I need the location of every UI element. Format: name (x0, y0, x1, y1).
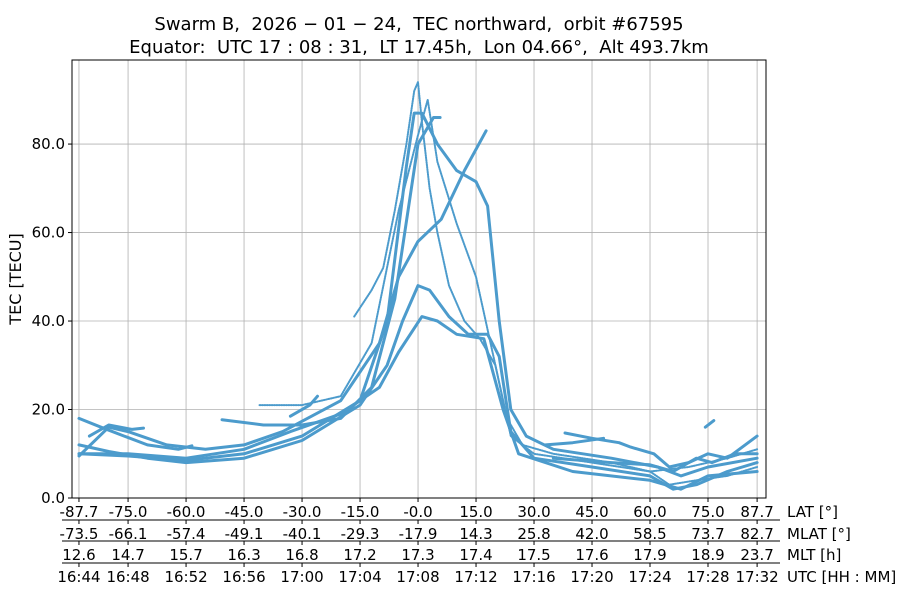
x-tick-label: 14.3 (459, 525, 492, 543)
data-track-3 (77, 315, 759, 491)
x-tick-label: -29.3 (341, 525, 380, 543)
x-tick-label: 58.5 (633, 525, 666, 543)
x-tick-label: -0.0 (403, 503, 432, 521)
x-tick-label: 17.3 (401, 546, 434, 564)
y-tick-label: 20.0 (32, 401, 65, 419)
data-track-13 (703, 419, 716, 429)
x-tick-label: -87.7 (60, 503, 99, 521)
x-tick-label: 18.9 (691, 546, 724, 564)
y-tick-label: 60.0 (32, 224, 65, 242)
data-track-0 (77, 111, 759, 478)
data-track-7 (77, 416, 194, 451)
data-track-5 (258, 98, 759, 473)
data-track-1 (353, 81, 759, 486)
data-track-11 (544, 436, 606, 447)
x-tick-label: -40.1 (283, 525, 322, 543)
x-tick-label: 17:32 (735, 568, 778, 586)
x-tick-label: 16:52 (164, 568, 207, 586)
x-tick-label: -75.0 (109, 503, 148, 521)
x-tick-label: 16:44 (57, 568, 100, 586)
x-tick-label: 23.7 (740, 546, 773, 564)
x-tick-label: 16:56 (222, 568, 265, 586)
x-tick-label: -49.1 (225, 525, 264, 543)
x-tick-label: 16:48 (106, 568, 149, 586)
x-axis-label: MLT [h] (787, 546, 841, 564)
y-axis-label: TEC [TECU] (6, 233, 25, 325)
data-track-12 (551, 452, 759, 473)
x-tick-label: 12.6 (62, 546, 95, 564)
chart-subtitle: Equator: UTC 17 : 08 : 31, LT 17.45h, Lo… (129, 37, 709, 58)
x-tick-label: 17.5 (517, 546, 550, 564)
x-tick-label: 17:08 (396, 568, 439, 586)
x-tick-label: 17:12 (454, 568, 497, 586)
x-tick-label: -30.0 (283, 503, 322, 521)
x-tick-label: 30.0 (517, 503, 550, 521)
x-tick-label: 45.0 (575, 503, 608, 521)
x-tick-label: 73.7 (691, 525, 724, 543)
x-tick-label: 15.0 (459, 503, 492, 521)
data-track-6 (220, 116, 442, 427)
x-tick-label: 16.8 (285, 546, 318, 564)
x-tick-label: 17:16 (512, 568, 555, 586)
x-tick-label: 17:28 (686, 568, 729, 586)
x-tick-label: 75.0 (691, 503, 724, 521)
x-tick-label: 17:24 (628, 568, 671, 586)
y-tick-label: 40.0 (32, 312, 65, 330)
x-tick-label: -45.0 (225, 503, 264, 521)
x-tick-label: 17.6 (575, 546, 608, 564)
data-track-9 (288, 394, 319, 418)
x-tick-label: 17.4 (459, 546, 492, 564)
x-tick-label: 42.0 (575, 525, 608, 543)
x-tick-label: 82.7 (740, 525, 773, 543)
data-track-2 (77, 284, 759, 491)
x-tick-label: -73.5 (60, 525, 99, 543)
x-tick-label: 14.7 (111, 546, 144, 564)
x-tick-label: 17:20 (570, 568, 613, 586)
x-tick-label: -17.9 (399, 525, 438, 543)
x-tick-label: 17.9 (633, 546, 666, 564)
x-tick-label: -15.0 (341, 503, 380, 521)
chart-title: Swarm B, 2026 − 01 − 24, TEC northward, … (154, 14, 684, 35)
x-axis-label: UTC [HH : MM] (787, 568, 896, 586)
x-tick-label: 17.2 (343, 546, 376, 564)
plot-frame (71, 59, 767, 499)
x-tick-label: 17:00 (280, 568, 323, 586)
x-tick-label: -66.1 (109, 525, 148, 543)
data-track-10 (563, 431, 759, 469)
x-axis-label: LAT [°] (787, 503, 838, 521)
y-tick-label: 80.0 (32, 135, 65, 153)
x-tick-label: 87.7 (740, 503, 773, 521)
data-track-4 (77, 129, 488, 458)
x-tick-label: -60.0 (167, 503, 206, 521)
x-tick-label: 15.7 (169, 546, 202, 564)
x-tick-label: -57.4 (167, 525, 206, 543)
x-axis-label: MLAT [°] (787, 525, 851, 543)
x-tick-label: 60.0 (633, 503, 666, 521)
x-tick-label: 25.8 (517, 525, 550, 543)
x-tick-label: 17:04 (338, 568, 381, 586)
data-track-8 (87, 423, 145, 438)
x-tick-label: 16.3 (227, 546, 260, 564)
y-tick-label: 0.0 (41, 489, 65, 507)
